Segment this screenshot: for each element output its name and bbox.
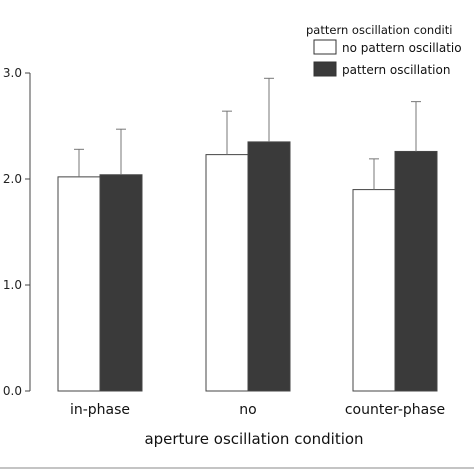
bar-no-pattern [352,189,396,392]
y-tick-label: 3.0 [3,66,22,80]
bar-no-pattern [205,154,249,392]
bar-pattern [394,150,438,392]
legend-swatch-pattern [313,61,337,77]
bar-no-pattern [57,176,101,392]
y-tick-label: 0.0 [3,384,22,398]
x-category-labels: in-phase no counter-phase [70,402,445,418]
y-tick-labels: 0.0 1.0 2.0 3.0 [3,66,22,398]
x-category-label: in-phase [70,402,130,418]
legend-label: no pattern oscillatio [342,41,462,55]
bars [57,77,438,392]
bar-pattern [99,174,143,392]
x-category-label: counter-phase [345,402,445,418]
x-axis-title: aperture oscillation condition [144,430,363,448]
x-category-label: no [239,402,256,418]
legend-swatch-no-pattern [313,39,337,55]
legend-label: pattern oscillation [342,63,450,77]
y-tick-label: 2.0 [3,172,22,186]
bar-pattern [247,141,291,392]
axes [25,72,31,392]
y-tick-label: 1.0 [3,278,22,292]
legend: pattern oscillation conditi no pattern o… [306,23,462,77]
legend-title: pattern oscillation conditi [306,23,452,37]
